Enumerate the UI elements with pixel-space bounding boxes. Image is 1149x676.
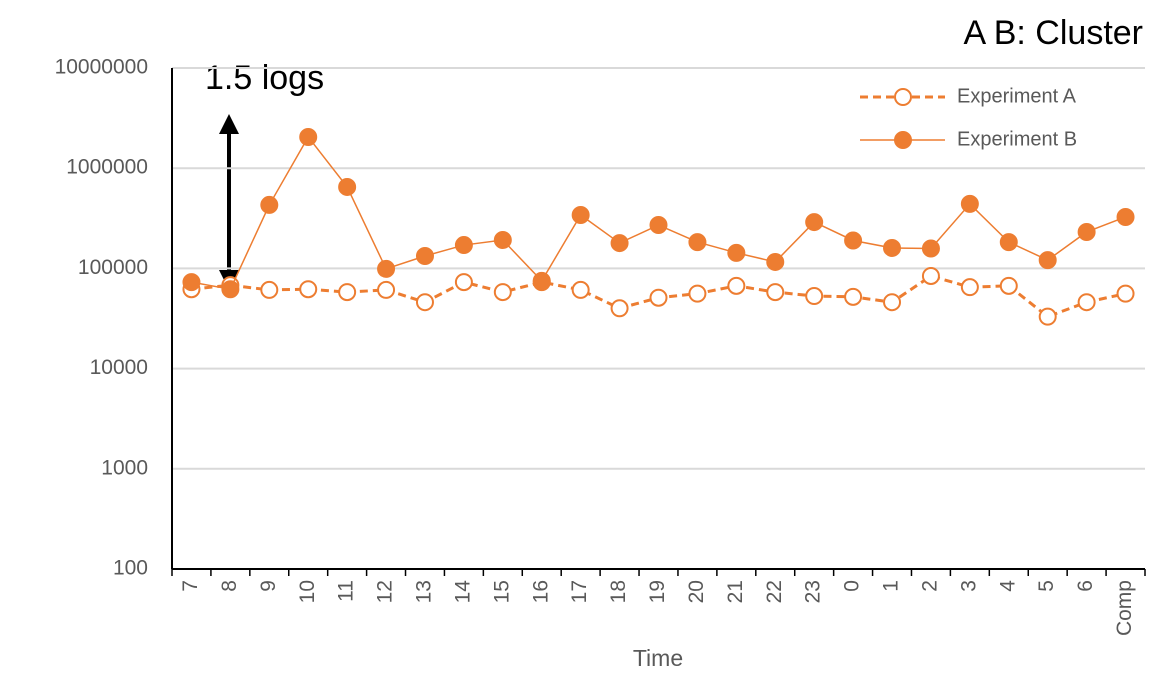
y-tick-label: 1000: [101, 456, 148, 479]
data-point: [727, 243, 746, 262]
data-point: [727, 276, 746, 295]
data-point: [999, 276, 1018, 295]
x-tick-label: 16: [529, 580, 552, 603]
data-point: [688, 233, 707, 252]
data-point: [1116, 207, 1135, 226]
x-tick-label: 23: [802, 580, 825, 603]
data-point: [610, 299, 629, 318]
data-point: [493, 231, 512, 250]
data-point: [844, 231, 863, 250]
x-tick-label: 5: [1035, 580, 1058, 592]
data-point: [338, 283, 357, 302]
data-point: [1077, 293, 1096, 312]
x-tick-label: 1: [880, 580, 903, 592]
y-tick-label: 10000: [90, 356, 148, 379]
series-line: [191, 135, 1126, 291]
x-axis-label: Time: [633, 645, 683, 671]
x-tick-label: 11: [335, 580, 358, 602]
x-tick-label: 19: [646, 580, 669, 603]
data-point: [377, 259, 396, 278]
y-tick-label: 100: [113, 557, 148, 580]
x-tick-label: 4: [996, 580, 1019, 592]
data-point: [532, 271, 551, 290]
x-tick-label: 8: [218, 580, 241, 592]
data-point: [493, 283, 512, 302]
data-point: [299, 280, 318, 299]
data-point: [571, 206, 590, 225]
x-tick-label: 13: [413, 580, 436, 603]
x-tick-label: Comp: [1113, 580, 1136, 636]
data-point: [338, 177, 357, 196]
data-point: [805, 213, 824, 232]
data-point: [999, 233, 1018, 252]
data-point: [415, 293, 434, 312]
legend-marker: [894, 88, 912, 106]
x-tick-label: 21: [724, 580, 747, 603]
data-point: [1077, 222, 1096, 241]
y-tick-label: 100000: [78, 256, 148, 279]
chart-title: A B: Cluster: [963, 14, 1143, 52]
data-point: [1038, 307, 1057, 326]
x-tick-label: 20: [685, 580, 708, 603]
x-tick-label: 10: [296, 580, 319, 603]
data-point: [454, 273, 473, 292]
data-point: [960, 278, 979, 297]
data-point: [299, 127, 318, 146]
data-point: [766, 252, 785, 271]
data-point: [1116, 284, 1135, 303]
x-tick-label: 0: [841, 580, 864, 592]
x-tick-label: 17: [568, 580, 591, 603]
data-point: [610, 234, 629, 253]
data-point: [260, 280, 279, 299]
x-tick-label: 6: [1074, 580, 1097, 592]
x-tick-label: 2: [918, 580, 941, 592]
x-tick-label: 15: [490, 580, 513, 603]
data-point: [921, 239, 940, 258]
data-point: [883, 293, 902, 312]
data-point: [221, 280, 240, 299]
annotation: 1.5 logs: [205, 59, 324, 97]
data-point: [960, 194, 979, 213]
data-point: [766, 283, 785, 302]
data-point: [921, 266, 940, 285]
y-tick-label: 10000000: [55, 56, 148, 79]
y-tick-label: 1000000: [66, 156, 148, 179]
x-tick-label: 18: [607, 580, 630, 603]
x-tick-label: 3: [957, 580, 980, 592]
data-point: [844, 287, 863, 306]
data-point: [260, 195, 279, 214]
data-point: [649, 288, 668, 307]
data-point: [415, 246, 434, 265]
legend-marker: [894, 131, 912, 149]
x-tick-label: 9: [257, 580, 280, 592]
data-point: [805, 287, 824, 306]
legend-label: Experiment B: [957, 128, 1077, 150]
data-point: [688, 284, 707, 303]
x-tick-label: 7: [179, 580, 202, 592]
x-tick-label: 22: [763, 580, 786, 603]
x-tick-label: 12: [374, 580, 397, 603]
data-point: [1038, 251, 1057, 270]
data-point: [649, 216, 668, 235]
data-point: [377, 280, 396, 299]
data-point: [571, 280, 590, 299]
data-point: [883, 238, 902, 257]
data-point: [182, 273, 201, 292]
x-tick-label: 14: [451, 580, 474, 604]
legend-label: Experiment A: [957, 85, 1077, 107]
data-point: [454, 236, 473, 255]
